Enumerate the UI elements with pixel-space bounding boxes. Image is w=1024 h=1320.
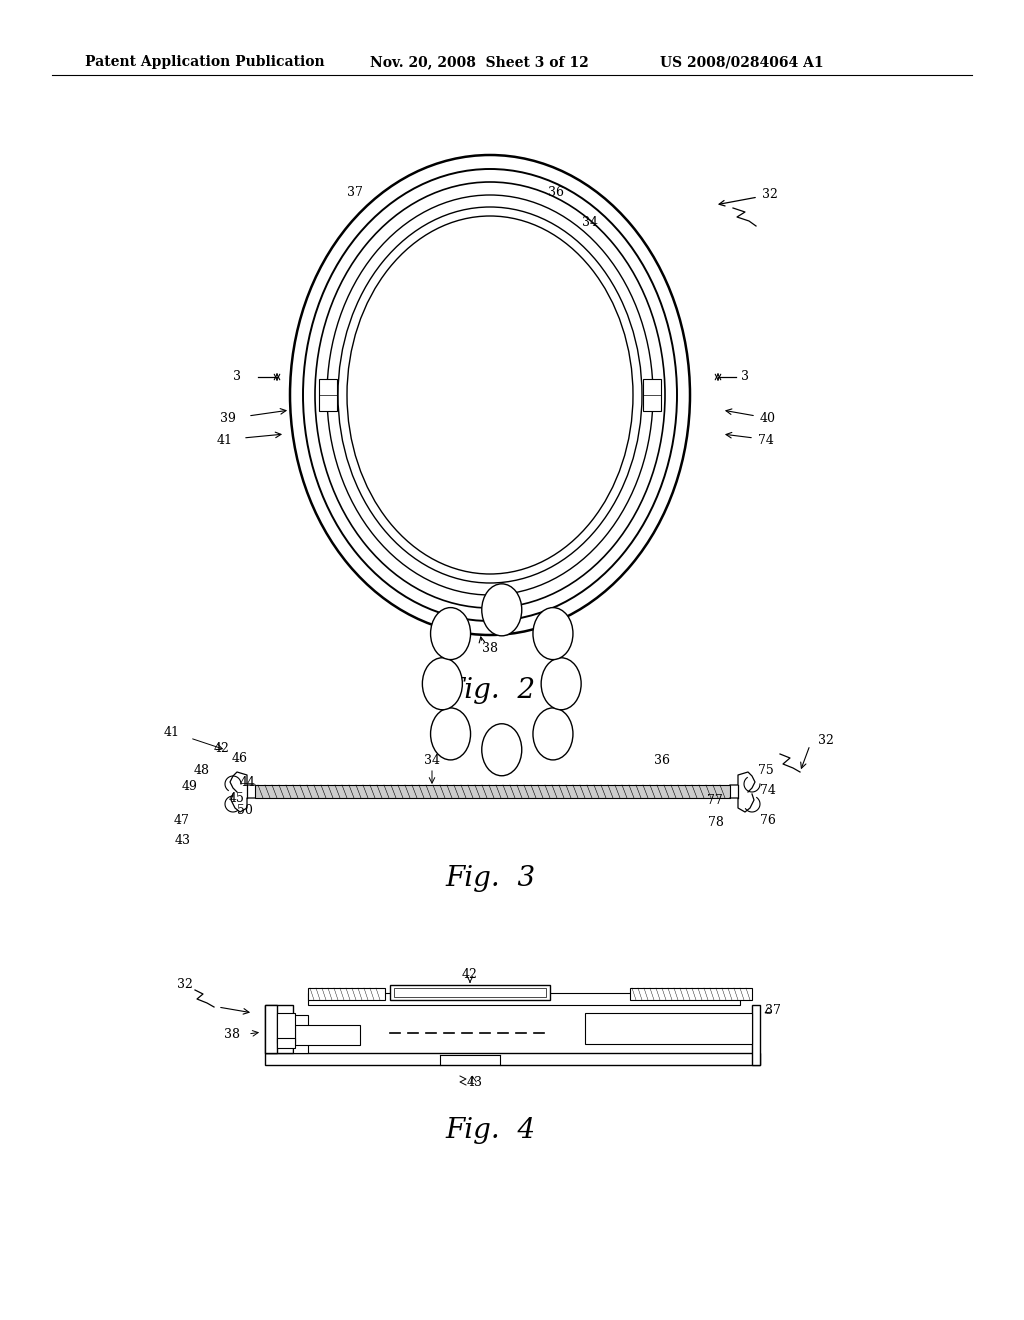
Text: 36: 36 bbox=[654, 754, 670, 767]
Text: 36: 36 bbox=[548, 186, 564, 198]
Ellipse shape bbox=[430, 607, 471, 660]
Bar bbox=[278, 1038, 295, 1048]
Bar bbox=[265, 1053, 760, 1065]
Bar bbox=[390, 985, 550, 1001]
Text: 38: 38 bbox=[482, 642, 498, 655]
Text: 37: 37 bbox=[347, 186, 362, 198]
Ellipse shape bbox=[481, 723, 522, 776]
Text: 34: 34 bbox=[424, 754, 440, 767]
Bar bbox=[630, 987, 752, 1001]
Text: Nov. 20, 2008  Sheet 3 of 12: Nov. 20, 2008 Sheet 3 of 12 bbox=[370, 55, 589, 69]
Text: 74: 74 bbox=[760, 784, 776, 796]
Ellipse shape bbox=[532, 708, 573, 760]
Text: 37: 37 bbox=[765, 1003, 781, 1016]
Text: 46: 46 bbox=[232, 751, 248, 764]
Ellipse shape bbox=[541, 657, 582, 710]
Text: US 2008/0284064 A1: US 2008/0284064 A1 bbox=[660, 55, 823, 69]
Text: 32: 32 bbox=[177, 978, 193, 990]
Ellipse shape bbox=[532, 607, 573, 660]
Text: 74: 74 bbox=[758, 433, 774, 446]
Text: 48: 48 bbox=[194, 763, 210, 776]
Text: 38: 38 bbox=[224, 1028, 240, 1041]
Text: 3: 3 bbox=[741, 371, 749, 384]
Text: Patent Application Publication: Patent Application Publication bbox=[85, 55, 325, 69]
Text: 78: 78 bbox=[708, 816, 724, 829]
Text: Fig.  4: Fig. 4 bbox=[445, 1117, 536, 1143]
Bar bbox=[293, 1015, 308, 1053]
Text: 3: 3 bbox=[233, 371, 241, 384]
Text: 34: 34 bbox=[582, 215, 598, 228]
Text: 32: 32 bbox=[818, 734, 834, 747]
Bar bbox=[308, 987, 385, 1001]
Bar bbox=[308, 993, 740, 1005]
Bar bbox=[394, 987, 546, 997]
Bar bbox=[295, 1026, 360, 1045]
Bar bbox=[265, 1005, 278, 1053]
Text: 49: 49 bbox=[182, 780, 198, 792]
Bar bbox=[585, 1012, 752, 1044]
Bar bbox=[255, 785, 730, 799]
Text: 42: 42 bbox=[462, 969, 478, 982]
Ellipse shape bbox=[481, 583, 522, 636]
Ellipse shape bbox=[422, 657, 463, 710]
Text: 41: 41 bbox=[164, 726, 180, 738]
Bar bbox=[752, 1005, 760, 1065]
Text: Fig.  3: Fig. 3 bbox=[445, 865, 536, 891]
Ellipse shape bbox=[430, 708, 471, 760]
Bar bbox=[319, 379, 337, 411]
Text: 75: 75 bbox=[758, 763, 774, 776]
Text: 47: 47 bbox=[174, 813, 189, 826]
Text: 43: 43 bbox=[175, 833, 191, 846]
Bar bbox=[643, 379, 662, 411]
Text: 40: 40 bbox=[760, 412, 776, 425]
Text: 50: 50 bbox=[238, 804, 253, 817]
Text: Fig.  2: Fig. 2 bbox=[445, 676, 536, 704]
Bar bbox=[265, 1005, 293, 1053]
Text: 44: 44 bbox=[240, 776, 256, 788]
Ellipse shape bbox=[347, 216, 633, 574]
Text: 41: 41 bbox=[217, 433, 233, 446]
Text: 39: 39 bbox=[220, 412, 236, 425]
Bar bbox=[278, 1012, 295, 1043]
Text: 77: 77 bbox=[708, 793, 723, 807]
Text: 42: 42 bbox=[214, 742, 230, 755]
Text: 45: 45 bbox=[229, 792, 245, 804]
Text: 43: 43 bbox=[467, 1076, 483, 1089]
Text: 32: 32 bbox=[762, 189, 778, 202]
Text: 76: 76 bbox=[760, 813, 776, 826]
